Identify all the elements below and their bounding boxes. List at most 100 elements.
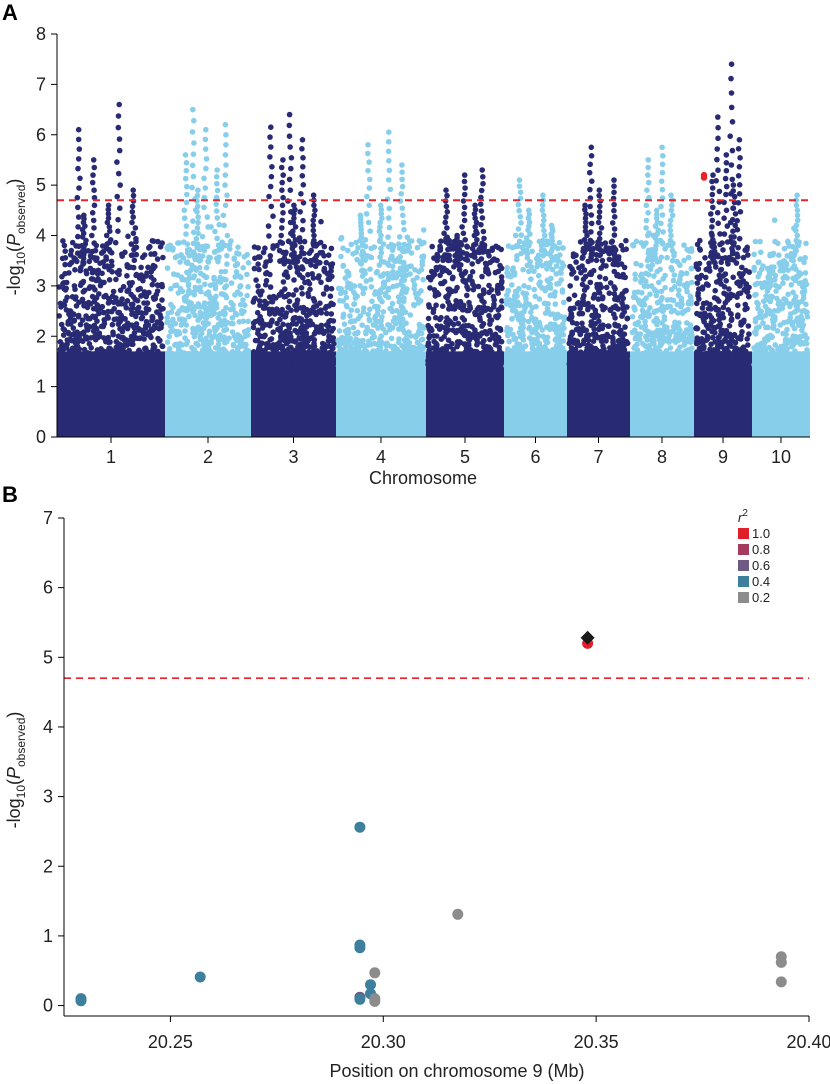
snp-point (487, 336, 493, 343)
snp-point (593, 355, 599, 361)
snp-point (573, 275, 580, 281)
snp-point (106, 224, 113, 230)
snp-point (357, 283, 363, 289)
snp-point (115, 216, 121, 223)
snp-point (127, 337, 133, 344)
snp-point (224, 232, 231, 239)
snp-point (217, 332, 223, 338)
snp-point (474, 333, 481, 340)
snp-point (386, 273, 392, 279)
snp-point (667, 303, 673, 310)
snp-point (647, 346, 653, 352)
snp-point (75, 350, 81, 356)
snp-point (270, 293, 277, 300)
snp-point (683, 270, 690, 277)
snp-point (269, 164, 275, 170)
snp-point (611, 244, 617, 251)
snp-point (495, 290, 501, 297)
snp-point (195, 219, 201, 226)
snp-point (223, 277, 229, 283)
snp-point (256, 266, 262, 273)
snp-point (443, 319, 449, 326)
snp-point (235, 363, 241, 370)
snp-point (182, 306, 189, 312)
snp-point (535, 333, 542, 339)
chromosome-7-points (566, 144, 631, 437)
snp-point (91, 164, 98, 171)
snp-point (164, 314, 170, 321)
snp-point (291, 202, 297, 209)
snp-point (414, 274, 420, 281)
snp-point (311, 232, 317, 239)
snp-point (291, 250, 297, 256)
snp-point (223, 294, 230, 301)
snp-point (547, 326, 553, 333)
snp-point (131, 257, 138, 264)
snp-point (195, 214, 201, 220)
snp-point (573, 252, 579, 259)
snp-point (309, 271, 316, 277)
snp-point (642, 318, 648, 325)
snp-point (336, 328, 343, 334)
snp-point (440, 257, 446, 264)
snp-point (341, 321, 348, 328)
snp-point (350, 324, 357, 331)
snp-point (593, 257, 600, 264)
snp-point (173, 282, 180, 289)
snp-point (133, 310, 139, 317)
snp-point (431, 350, 437, 357)
snp-point (215, 341, 222, 348)
snp-point (567, 283, 573, 289)
snp-point (609, 220, 616, 226)
snp-point (582, 215, 589, 221)
snp-point (130, 192, 137, 199)
snp-point (401, 337, 408, 343)
snp-point (186, 356, 192, 362)
snp-point (511, 297, 517, 303)
snp-point (338, 290, 344, 297)
snp-point (277, 316, 283, 323)
snp-point (611, 226, 618, 232)
snp-point (189, 162, 196, 169)
snp-point (633, 238, 640, 245)
snp-point (566, 296, 572, 303)
snp-point (311, 298, 318, 304)
snp-point (207, 282, 214, 289)
snp-point (645, 164, 651, 171)
snp-point (662, 272, 668, 279)
snp-point (183, 160, 190, 166)
snp-point (350, 251, 356, 257)
snp-point (412, 267, 418, 273)
snp-point (189, 262, 195, 269)
snp-point (638, 262, 644, 269)
snp-point (377, 349, 384, 355)
snp-point (202, 146, 209, 152)
snp-point (372, 291, 378, 297)
chromosome-2-points (164, 106, 252, 437)
snp-point (607, 307, 614, 314)
snp-point (337, 297, 343, 304)
snp-point (116, 136, 123, 142)
snp-point (579, 361, 585, 368)
snp-point (399, 266, 406, 273)
snp-point (215, 242, 222, 248)
snp-point (376, 228, 383, 234)
snp-point (632, 271, 638, 278)
snp-point (250, 349, 257, 355)
snp-point (421, 344, 427, 351)
snp-point (105, 215, 112, 221)
snp-point (527, 259, 533, 265)
snp-point (576, 328, 583, 334)
snp-point (290, 232, 296, 239)
snp-point (285, 291, 292, 298)
snp-point (540, 192, 546, 198)
snp-point (65, 321, 71, 327)
snp-point (256, 298, 263, 304)
snp-point (390, 269, 396, 275)
snp-point (467, 273, 474, 280)
snp-point (124, 325, 131, 332)
snp-point (310, 275, 317, 281)
snp-point (609, 238, 616, 245)
snp-point (364, 357, 371, 364)
